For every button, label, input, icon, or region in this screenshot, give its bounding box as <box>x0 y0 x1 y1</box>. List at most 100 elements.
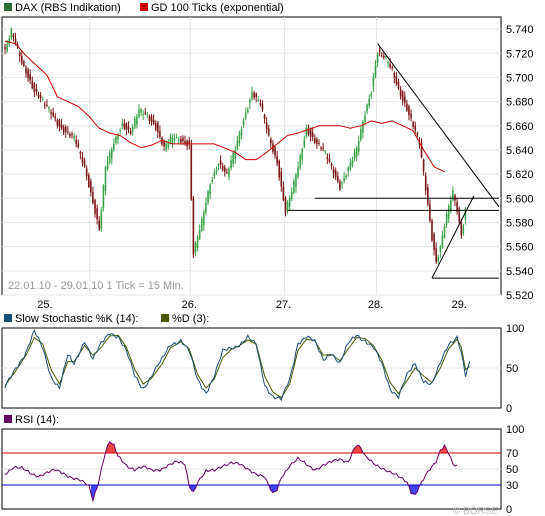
rsi-legend-label: RSI (14): <box>15 414 59 426</box>
candle-body <box>207 190 209 203</box>
candle-body <box>437 257 440 262</box>
candle-body <box>282 186 285 200</box>
stochastic-panel: Slow Stochastic %K (14): %D (3): 100 50 0 <box>1 313 524 415</box>
candle-body <box>460 222 463 236</box>
candle-body <box>234 149 237 159</box>
candle-body <box>303 139 306 147</box>
candle-body <box>198 229 201 239</box>
candle-body <box>414 125 417 131</box>
candle-body <box>464 210 467 220</box>
candle-body <box>450 200 452 210</box>
candle-body <box>159 131 161 137</box>
candle-body <box>261 104 264 110</box>
candle-body <box>263 114 266 119</box>
stoch-y-ticks: 100 50 0 <box>506 323 524 415</box>
candle-body <box>380 55 383 57</box>
price-y-tick-label: 5.640 <box>506 145 534 157</box>
candle-body <box>85 168 88 177</box>
candle-body <box>403 96 406 104</box>
candle-body <box>408 106 410 116</box>
candle-body <box>23 61 25 66</box>
rsi-line <box>4 441 458 503</box>
candle-body <box>370 92 373 97</box>
candle-body <box>194 243 197 253</box>
candle-body <box>6 44 8 52</box>
candle-body <box>52 112 54 116</box>
candle-body <box>376 53 379 64</box>
candle-body <box>46 104 48 106</box>
candle-body <box>50 112 52 115</box>
candle-body <box>228 168 230 177</box>
candle-body <box>416 133 419 135</box>
candle-body <box>357 140 360 152</box>
candle-body <box>60 124 63 129</box>
candle-body <box>351 159 354 166</box>
candle-body <box>192 198 195 255</box>
stoch-legend-label-k: Slow Stochastic %K (14): <box>15 313 139 325</box>
candle-body <box>35 88 38 92</box>
candle-body <box>441 235 444 248</box>
candle-body <box>255 93 257 98</box>
candle-body <box>219 160 222 165</box>
price-y-tick-label: 5.720 <box>506 48 534 60</box>
candle-body <box>286 202 289 210</box>
candle-body <box>148 116 151 121</box>
candle-body <box>391 67 394 69</box>
candle-body <box>8 38 11 45</box>
candle-body <box>399 89 402 97</box>
candle-body <box>98 220 101 230</box>
candle-body <box>433 233 435 251</box>
candle-body <box>236 140 239 150</box>
candle-body <box>290 192 293 200</box>
candle-body <box>104 167 107 192</box>
price-legend-label-dax: DAX (RBS Indikation) <box>15 2 121 14</box>
candle-body <box>27 69 29 79</box>
candle-body <box>410 113 412 119</box>
candle-body <box>311 132 314 138</box>
candle-body <box>217 164 220 166</box>
stoch-legend-swatch-d <box>161 314 169 322</box>
candle-body <box>41 98 44 100</box>
candle-body <box>326 157 329 159</box>
candle-body <box>83 160 86 167</box>
candle-body <box>313 138 316 143</box>
candle-body <box>44 104 46 106</box>
candle-body <box>426 187 429 205</box>
candle-body <box>123 123 126 129</box>
candle-body <box>157 123 159 133</box>
candle-body <box>274 147 276 156</box>
candle-body <box>161 137 163 145</box>
price-x-tick-label: 25. <box>37 299 52 311</box>
ema-line <box>4 40 445 173</box>
stoch-y-tick-label: 100 <box>506 323 524 335</box>
candle-body <box>387 62 389 64</box>
candle-body <box>188 140 191 144</box>
candle-body <box>429 203 431 221</box>
candle-body <box>230 160 232 169</box>
candle-body <box>242 120 245 125</box>
price-y-tick-label: 5.520 <box>506 290 534 302</box>
candle-body <box>339 181 341 190</box>
candle-body <box>452 190 454 201</box>
candle-body <box>284 197 287 213</box>
price-candles <box>4 27 467 265</box>
price-y-tick-label: 5.540 <box>506 266 534 278</box>
trend-line <box>377 43 500 208</box>
candle-body <box>422 159 425 172</box>
price-y-tick-label: 5.700 <box>506 72 534 84</box>
candle-body <box>169 137 172 143</box>
candle-body <box>20 56 23 64</box>
price-x-ticks: 25. 26. 27. 28. 29. <box>37 299 467 311</box>
candle-body <box>150 115 153 122</box>
candle-body <box>81 156 84 163</box>
candle-body <box>131 126 134 132</box>
stoch-y-tick-label: 0 <box>506 403 512 415</box>
candle-body <box>244 113 247 119</box>
rsi-y-tick-label: 50 <box>506 464 518 476</box>
price-legend-label-ema: GD 100 Ticks (exponential) <box>151 2 284 14</box>
candle-body <box>12 34 15 37</box>
candle-body <box>458 208 460 222</box>
candle-body <box>90 181 92 193</box>
candle-body <box>25 67 27 74</box>
